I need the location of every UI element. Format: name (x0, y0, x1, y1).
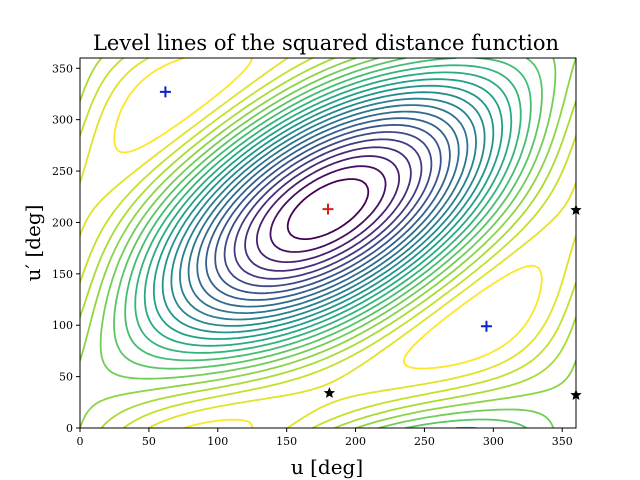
x-tick-label: 200 (345, 435, 366, 448)
contour-level-14 (152, 78, 504, 340)
x-tick-label: 0 (77, 435, 84, 448)
contour-lines (80, 58, 576, 428)
contour-level-20 (80, 58, 576, 428)
contour-level-15 (143, 71, 513, 347)
y-tick-label: 0 (66, 422, 73, 435)
saddle-point-marker (323, 387, 336, 398)
contour-level-21 (80, 58, 576, 428)
y-tick-label: 200 (52, 216, 73, 229)
contour-level-10 (187, 104, 469, 314)
contour-level-22 (80, 58, 576, 428)
y-tick-label: 150 (52, 268, 73, 281)
min-point-marker (159, 86, 171, 98)
y-tick-label: 350 (52, 62, 73, 75)
contour-level-5 (233, 138, 423, 280)
x-axis-label: u [deg] (291, 455, 363, 479)
y-axis-ticks: 0 50 100 150 200 250 300 350 (52, 62, 80, 435)
contour-level-17 (124, 58, 532, 428)
x-tick-label: 150 (276, 435, 297, 448)
y-tick-label: 300 (52, 114, 73, 127)
chart-title: Level lines of the squared distance func… (93, 31, 559, 55)
y-axis-label: u′ [deg] (21, 205, 45, 282)
contour-level-16 (134, 64, 522, 354)
contour-level-24 (113, 58, 543, 428)
x-tick-label: 350 (552, 435, 573, 448)
contour-level-11 (179, 97, 477, 321)
x-tick-label: 300 (483, 435, 504, 448)
x-tick-label: 250 (414, 435, 435, 448)
min-point-marker (480, 320, 492, 332)
x-tick-label: 100 (207, 435, 228, 448)
contour-level-2 (269, 165, 387, 253)
y-tick-label: 50 (59, 371, 73, 384)
contour-level-6 (223, 131, 433, 288)
contour-level-18 (113, 58, 543, 428)
x-tick-label: 50 (142, 435, 156, 448)
plot-frame (79, 57, 577, 429)
contour-level-8 (205, 117, 451, 301)
x-axis-ticks: 0 50 100 150 200 250 300 350 (77, 428, 573, 448)
y-tick-label: 250 (52, 165, 73, 178)
contour-level-7 (214, 124, 442, 295)
contour-level-3 (255, 155, 400, 263)
contour-level-4 (244, 146, 412, 272)
contour-level-1 (286, 178, 370, 240)
contour-level-13 (161, 84, 495, 334)
contour-level-23 (80, 58, 576, 428)
y-tick-label: 100 (52, 319, 73, 332)
contour-level-19 (99, 58, 557, 428)
contour-level-12 (170, 91, 486, 327)
contour-level-9 (196, 110, 460, 308)
max-point-marker (322, 203, 334, 215)
